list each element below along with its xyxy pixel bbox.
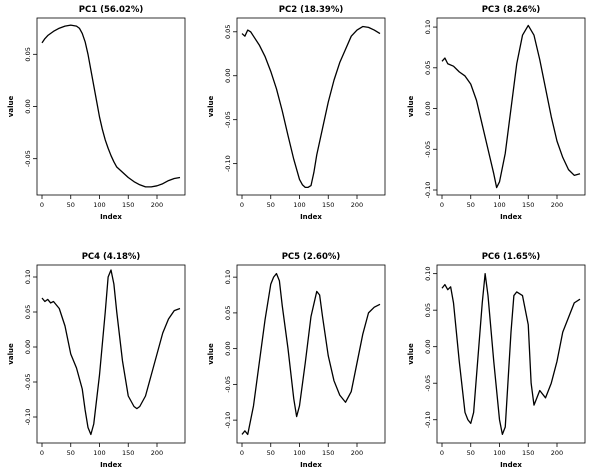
x-axis-label: Index: [500, 461, 522, 469]
y-tick-label: 0.00: [424, 101, 432, 115]
panel-pc2: PC2 (18.39%) 0 50 100 150 200 0.05 0.00 -0.05 -0.…: [207, 5, 386, 221]
y-tick-label: 0.05: [24, 47, 32, 61]
y-tick-label: -0.05: [224, 376, 232, 393]
x-axis-label: Index: [300, 213, 322, 221]
series-line: [241, 25, 381, 189]
series-line: [441, 273, 581, 435]
x-tick-label: 200: [551, 201, 563, 209]
y-tick-label: 0.10: [224, 270, 232, 284]
y-tick-label: -0.10: [224, 155, 232, 172]
panel-pc1: PC1 (56.02%) 0 50 100 150 200 0.05 0.00 -0.05 Ind…: [7, 5, 186, 221]
panel-title: PC1 (56.02%): [79, 5, 144, 15]
y-tick-label: 0.00: [24, 99, 32, 113]
x-tick-label: 150: [522, 201, 534, 209]
y-tick-label: -0.05: [24, 150, 32, 167]
x-axis-label: Index: [300, 461, 322, 469]
panel-pc3: PC3 (8.26%) 0 50 100 150 200 0.10 0.05 0.00 -0.05…: [407, 5, 586, 221]
x-tick-label: 100: [293, 201, 305, 209]
y-tick-label: 0.00: [424, 339, 432, 353]
plot-frame: [36, 17, 186, 196]
x-tick-label: 0: [440, 201, 444, 209]
x-tick-label: 200: [351, 449, 363, 457]
y-tick-label: -0.05: [424, 141, 432, 158]
y-axis-label: value: [407, 343, 415, 365]
y-tick-label: 0.10: [24, 270, 32, 284]
x-tick-label: 100: [293, 449, 305, 457]
x-tick-label: 50: [67, 201, 75, 209]
x-tick-label: 0: [40, 201, 44, 209]
panel-title: PC2 (18.39%): [279, 5, 344, 15]
plot-frame: [436, 17, 586, 196]
series-line: [441, 24, 581, 189]
x-tick-label: 200: [551, 449, 563, 457]
y-tick-label: 0.00: [24, 340, 32, 354]
x-axis-label: Index: [500, 213, 522, 221]
y-tick-label: -0.10: [224, 412, 232, 429]
series-line: [41, 269, 181, 436]
x-axis-label: Index: [100, 461, 122, 469]
y-tick-label: 0.05: [24, 305, 32, 319]
y-tick-label: -0.10: [424, 411, 432, 428]
plot-frame: [436, 264, 586, 444]
y-tick-label: 0.05: [424, 61, 432, 75]
y-tick-label: -0.05: [424, 375, 432, 392]
x-tick-label: 0: [40, 449, 44, 457]
x-tick-label: 150: [522, 449, 534, 457]
panel-title: PC3 (8.26%): [482, 5, 541, 15]
plot-frame: [236, 264, 386, 444]
x-tick-label: 0: [440, 449, 444, 457]
x-tick-label: 100: [93, 449, 105, 457]
x-tick-label: 50: [467, 449, 475, 457]
x-axis-label: Index: [100, 213, 122, 221]
x-tick-label: 200: [351, 201, 363, 209]
panel-pc5: PC5 (2.60%) 0 50 100 150 200 0.10 0.05 0.00 -0.05…: [207, 252, 386, 469]
x-tick-label: 50: [267, 201, 275, 209]
y-tick-label: 0.05: [424, 303, 432, 317]
y-axis-label: value: [7, 96, 15, 118]
x-tick-label: 200: [151, 201, 163, 209]
panel-pc4: PC4 (4.18%) 0 50 100 150 200 0.10 0.05 0.00 -0.05…: [7, 252, 186, 469]
y-axis-label: value: [407, 96, 415, 118]
x-tick-label: 50: [267, 449, 275, 457]
x-tick-label: 200: [151, 449, 163, 457]
panel-title: PC5 (2.60%): [282, 252, 341, 262]
y-tick-label: -0.05: [224, 111, 232, 128]
plot-frame: [236, 17, 386, 196]
x-tick-label: 0: [240, 449, 244, 457]
x-tick-label: 100: [493, 449, 505, 457]
y-axis-label: value: [7, 343, 15, 365]
series-line: [41, 24, 181, 188]
y-tick-label: -0.10: [24, 409, 32, 426]
y-tick-label: 0.00: [224, 68, 232, 82]
x-tick-label: 50: [67, 449, 75, 457]
y-axis-label: value: [207, 343, 215, 365]
plot-frame: [36, 264, 186, 444]
x-tick-label: 0: [240, 201, 244, 209]
y-tick-label: -0.10: [424, 182, 432, 199]
x-tick-label: 100: [493, 201, 505, 209]
x-tick-label: 150: [122, 201, 134, 209]
x-tick-label: 150: [322, 201, 334, 209]
x-tick-label: 100: [93, 201, 105, 209]
y-axis-label: value: [207, 96, 215, 118]
y-tick-label: 0.10: [424, 266, 432, 280]
panel-title: PC4 (4.18%): [82, 252, 141, 262]
y-tick-label: -0.05: [24, 374, 32, 391]
x-tick-label: 150: [322, 449, 334, 457]
y-tick-label: 0.05: [224, 25, 232, 39]
y-tick-label: 0.05: [224, 306, 232, 320]
x-tick-label: 150: [122, 449, 134, 457]
y-tick-label: 0.00: [224, 341, 232, 355]
y-tick-label: 0.10: [424, 20, 432, 34]
panel-pc6: PC6 (1.65%) 0 50 100 150 200 0.10 0.05 0.00 -0.05…: [407, 252, 586, 469]
series-line: [241, 272, 381, 436]
panel-title: PC6 (1.65%): [482, 252, 541, 262]
x-tick-label: 50: [467, 201, 475, 209]
